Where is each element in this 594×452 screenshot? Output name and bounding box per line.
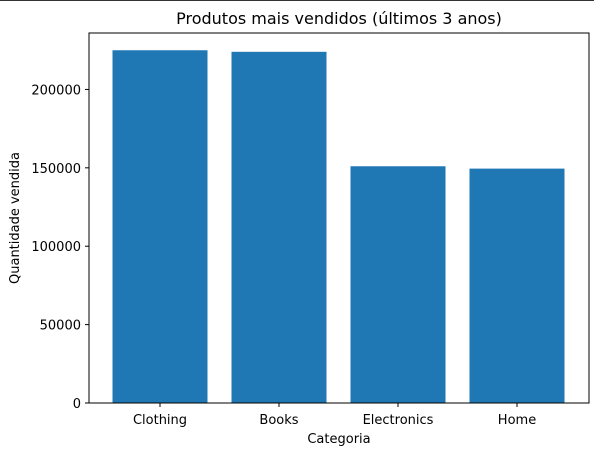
y-axis-label: Quantidade vendida	[8, 152, 23, 284]
x-tick-label-clothing: Clothing	[133, 413, 187, 428]
plot-area-frame	[88, 32, 590, 404]
x-axis-label: Categoria	[307, 432, 370, 447]
y-tick-label-50000: 50000	[40, 319, 81, 334]
y-tick-label-150000: 150000	[31, 162, 81, 177]
y-tick-label-0: 0	[73, 397, 81, 412]
bar-books	[231, 51, 327, 403]
chart-title: Produtos mais vendidos (últimos 3 anos)	[176, 9, 502, 28]
x-tick-label-books: Books	[259, 413, 298, 428]
bar-clothing	[112, 50, 208, 404]
x-tick-label-electronics: Electronics	[363, 413, 434, 428]
top-divider	[0, 0, 594, 1]
x-axis-ticks: Clothing Books Electronics Home	[133, 403, 536, 428]
x-tick-label-home: Home	[498, 413, 536, 428]
bars-group	[112, 50, 565, 404]
y-tick-label-100000: 100000	[31, 240, 81, 255]
y-tick-label-200000: 200000	[31, 83, 81, 98]
bar-electronics	[350, 166, 446, 403]
y-axis-ticks: 0 50000 100000 150000 200000	[31, 83, 89, 412]
bar-home	[469, 168, 565, 403]
